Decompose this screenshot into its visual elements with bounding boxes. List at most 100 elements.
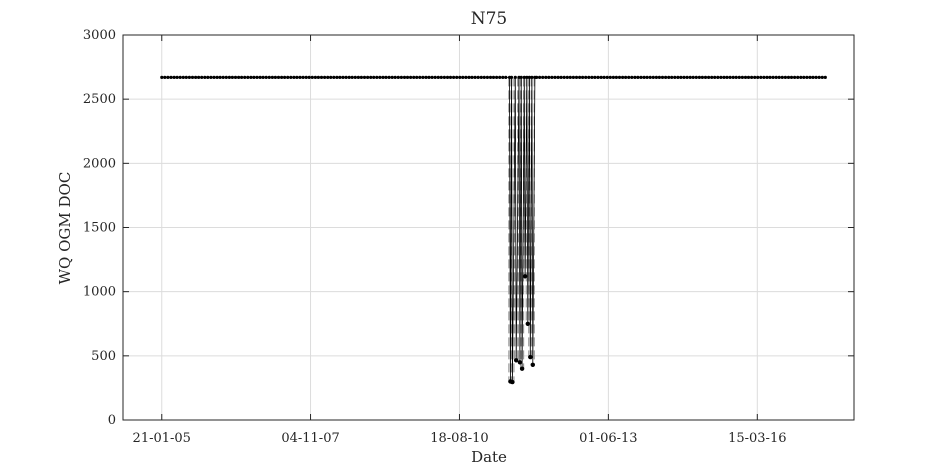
data-point	[535, 75, 539, 79]
data-point	[375, 75, 379, 79]
data-point	[562, 75, 566, 79]
data-point	[820, 75, 824, 79]
data-point	[258, 75, 262, 79]
data-point	[679, 75, 683, 79]
data-point	[811, 75, 815, 79]
data-point	[743, 75, 748, 79]
data-point	[734, 75, 738, 79]
data-point	[731, 75, 735, 79]
data-point	[530, 75, 534, 79]
data-point	[409, 75, 413, 79]
data-point	[676, 75, 680, 79]
data-point	[547, 75, 551, 79]
data-point	[452, 75, 456, 79]
data-point	[267, 75, 271, 79]
data-point	[608, 75, 612, 79]
data-point	[448, 75, 453, 79]
data-point	[627, 75, 631, 79]
data-point	[513, 75, 517, 79]
data-point	[642, 75, 646, 79]
data-point	[344, 75, 348, 79]
data-point	[614, 75, 619, 79]
data-point	[753, 75, 757, 79]
data-point	[593, 75, 597, 79]
data-point	[163, 75, 167, 79]
data-point	[525, 75, 529, 79]
data-point	[584, 75, 588, 79]
data-point	[538, 75, 542, 79]
y-tick-label: 1500	[83, 221, 116, 236]
data-point	[783, 75, 788, 79]
data-point	[227, 75, 231, 79]
data-point	[473, 75, 477, 79]
data-point	[590, 75, 594, 79]
data-point	[568, 75, 572, 79]
data-point	[246, 75, 250, 79]
data-point	[553, 75, 557, 79]
data-point	[301, 75, 305, 79]
y-axis-label: WQ OGM DOC	[56, 172, 74, 285]
dip-point	[514, 358, 519, 363]
data-point	[218, 75, 222, 79]
data-point	[399, 75, 403, 79]
data-point	[405, 75, 410, 79]
data-point	[737, 75, 741, 79]
data-point	[740, 75, 745, 79]
data-point	[427, 75, 431, 79]
data-point	[805, 75, 809, 79]
data-point	[455, 75, 459, 79]
data-point	[559, 75, 563, 79]
data-point	[685, 75, 689, 79]
data-point	[224, 75, 228, 79]
data-point	[289, 75, 293, 79]
data-point	[565, 75, 569, 79]
data-point	[596, 75, 600, 79]
data-point	[624, 75, 628, 79]
data-point	[491, 75, 496, 79]
data-point	[470, 75, 474, 79]
y-tick-label: 500	[91, 349, 116, 364]
data-point	[599, 75, 603, 79]
data-point	[578, 75, 582, 79]
data-point	[412, 75, 416, 79]
data-point	[326, 75, 330, 79]
y-tick-label: 0	[108, 413, 116, 428]
data-point	[691, 75, 695, 79]
data-point	[184, 75, 188, 79]
x-axis-label: Date	[471, 448, 507, 466]
data-point	[556, 75, 560, 79]
data-point	[522, 75, 526, 79]
data-point	[433, 75, 437, 79]
data-point	[688, 75, 692, 79]
data-point	[350, 75, 354, 79]
data-point	[654, 75, 659, 79]
data-point	[369, 75, 373, 79]
data-point	[381, 75, 385, 79]
data-point	[172, 75, 176, 79]
dip-point	[530, 362, 535, 367]
data-point	[476, 75, 480, 79]
x-tick-label: 15-03-16	[728, 431, 786, 446]
data-point	[280, 75, 284, 79]
data-point	[645, 75, 649, 79]
data-point	[335, 75, 339, 79]
data-point	[415, 75, 419, 79]
data-point	[789, 75, 794, 79]
data-point	[384, 75, 388, 79]
data-point	[230, 75, 234, 79]
data-point	[421, 75, 425, 79]
data-point	[261, 75, 265, 79]
data-point	[273, 75, 277, 79]
data-point	[550, 75, 554, 79]
data-point	[817, 75, 821, 79]
data-point	[304, 75, 308, 79]
data-point	[605, 75, 609, 79]
data-point	[765, 75, 769, 79]
data-point	[774, 75, 778, 79]
data-point	[178, 75, 182, 79]
data-point	[418, 75, 422, 79]
data-point	[495, 75, 499, 79]
data-point	[160, 75, 164, 79]
grid	[123, 34, 854, 421]
